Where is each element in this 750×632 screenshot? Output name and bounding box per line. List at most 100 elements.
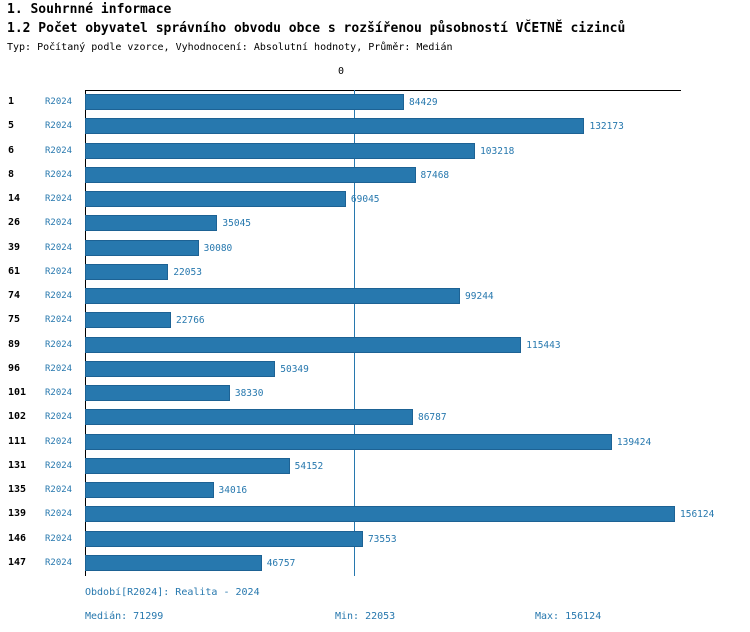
bar-value-label: 87468: [420, 169, 450, 181]
row-category-label: 89: [8, 338, 21, 350]
row-category-label: 26: [8, 217, 21, 229]
chart-subtitle: Typ: Počítaný podle vzorce, Vyhodnocení:…: [7, 42, 453, 53]
chart-row: 8 R2024 87468: [0, 163, 750, 187]
median-line: [354, 90, 356, 576]
chart-row: 75 R2024 22766: [0, 308, 750, 332]
row-series-label: R2024: [45, 436, 73, 447]
row-category-label: 111: [8, 435, 27, 447]
bar: [85, 482, 214, 498]
row-series-label: R2024: [45, 218, 73, 229]
bar: [85, 239, 199, 256]
bar: [85, 166, 416, 183]
report-section-title: 1. Souhrnné informace: [7, 2, 172, 17]
chart-row: 146 R2024 73553: [0, 527, 750, 551]
row-series-label: R2024: [45, 533, 73, 544]
chart-row: 1 R2024 84429: [0, 90, 750, 114]
bar: [85, 263, 169, 280]
bar: [85, 409, 413, 426]
row-category-label: 6: [8, 144, 15, 156]
bar-value-label: 22766: [176, 315, 205, 327]
bar-value-label: 99244: [465, 291, 494, 302]
row-category-label: 1: [8, 96, 15, 107]
bar: [85, 530, 363, 547]
bar-value-label: 30080: [203, 242, 233, 254]
bar-value-label: 139424: [616, 436, 652, 448]
row-category-label: 14: [8, 193, 21, 204]
row-series-label: R2024: [45, 194, 73, 204]
bar-value-label: 35045: [222, 218, 252, 230]
bar: [85, 94, 405, 110]
row-series-label: R2024: [45, 121, 73, 132]
row-category-label: 135: [8, 484, 27, 495]
bar-value-label: 156124: [680, 509, 715, 521]
row-series-label: R2024: [45, 485, 73, 495]
row-series-label: R2024: [45, 363, 73, 374]
bar-value-label: 115443: [526, 339, 561, 351]
bar-value-label: 103218: [480, 145, 515, 157]
chart-row: 5 R2024 132173: [0, 114, 750, 138]
row-category-label: 75: [8, 314, 21, 326]
row-category-label: 61: [8, 265, 21, 277]
chart-row: 26 R2024 35045: [0, 211, 750, 235]
bar: [85, 118, 585, 135]
row-category-label: 102: [8, 411, 27, 423]
bar: [85, 142, 476, 159]
bar: [85, 360, 276, 377]
bar-value-label: 38330: [234, 388, 264, 399]
row-category-label: 139: [8, 508, 27, 520]
max-stat: Max: 156124: [535, 611, 602, 622]
bar: [85, 433, 612, 450]
chart-row: 139 R2024 156124: [0, 502, 750, 526]
chart-row: 89 R2024 115443: [0, 333, 750, 357]
bar-value-label: 22053: [173, 266, 202, 278]
bar-chart: 1 R2024 84429 5 R2024 132173 6 R2024 103218 8 R202…: [0, 90, 750, 576]
bar: [85, 191, 346, 207]
chart-row: 135 R2024 34016: [0, 478, 750, 502]
row-series-label: R2024: [45, 242, 73, 253]
row-category-label: 8: [8, 168, 15, 180]
chart-row: 74 R2024 99244: [0, 284, 750, 308]
bar-value-label: 50349: [280, 363, 309, 375]
bar: [85, 385, 230, 401]
row-series-label: R2024: [45, 339, 73, 350]
chart-row: 147 R2024 46757: [0, 551, 750, 575]
row-category-label: 96: [8, 362, 21, 374]
chart-row: 131 R2024 54152: [0, 454, 750, 478]
row-series-label: R2024: [45, 557, 73, 568]
bar-value-label: 69045: [350, 194, 380, 205]
row-category-label: 5: [8, 120, 15, 132]
row-series-label: R2024: [45, 509, 73, 520]
row-series-label: R2024: [45, 460, 73, 471]
chart-title: 1.2 Počet obyvatel správního obvodu obce…: [7, 21, 626, 36]
bar: [85, 457, 290, 474]
bar: [85, 312, 172, 329]
bar-value-label: 86787: [417, 412, 447, 424]
row-series-label: R2024: [45, 291, 73, 301]
axis-left-line: [85, 90, 86, 576]
period-label: Období[R2024]: Realita - 2024: [85, 587, 260, 598]
row-category-label: 131: [8, 459, 27, 471]
chart-row: 111 R2024 139424: [0, 430, 750, 454]
row-series-label: R2024: [45, 145, 73, 156]
row-series-label: R2024: [45, 315, 73, 326]
bar: [85, 336, 522, 353]
row-series-label: R2024: [45, 169, 73, 180]
chart-row: 6 R2024 103218: [0, 139, 750, 163]
median-stat: Medián: 71299: [85, 611, 164, 622]
chart-row: 39 R2024 30080: [0, 236, 750, 260]
bar-value-label: 132173: [589, 121, 624, 133]
row-series-label: R2024: [45, 388, 73, 398]
bar-value-label: 34016: [218, 485, 248, 496]
chart-row: 102 R2024 86787: [0, 405, 750, 429]
row-series-label: R2024: [45, 266, 73, 277]
row-series-label: R2024: [45, 412, 73, 423]
row-category-label: 147: [8, 556, 27, 568]
bar-value-label: 54152: [294, 460, 324, 472]
bar: [85, 554, 262, 571]
axis-zero-label: 0: [338, 66, 345, 77]
chart-row: 96 R2024 50349: [0, 357, 750, 381]
row-category-label: 39: [8, 241, 21, 253]
row-category-label: 101: [8, 387, 27, 398]
row-series-label: R2024: [45, 97, 73, 107]
chart-row: 61 R2024 22053: [0, 260, 750, 284]
